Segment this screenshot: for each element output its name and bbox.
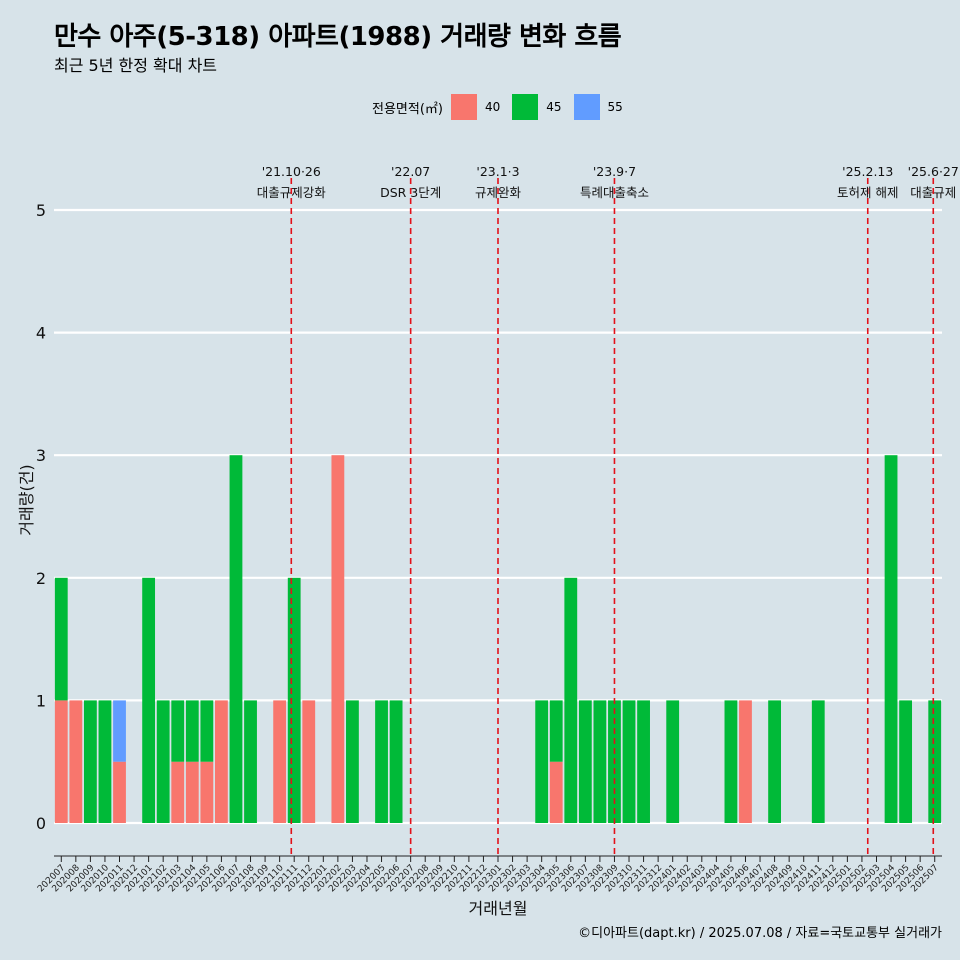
legend: 전용면적(㎡) 40 45 55 [372, 93, 635, 121]
bar-202107-45 [229, 455, 243, 823]
event-label-2: DSR 3단계 [380, 185, 441, 200]
legend-swatch-45 [512, 94, 539, 120]
y-tick-label-3: 3 [36, 446, 46, 465]
bar-202406-40 [739, 700, 752, 823]
event-label-6: 대출규제 [910, 185, 956, 200]
y-tick-label-0: 0 [36, 814, 46, 833]
bar-202203-45 [346, 700, 359, 823]
bar-202308-45 [593, 700, 607, 823]
bar-202304-45 [535, 700, 549, 823]
bar-202010-45 [98, 700, 112, 823]
legend-swatch-40 [450, 94, 477, 120]
bar-202206-45 [389, 700, 403, 823]
legend-title: 전용면적(㎡) [372, 101, 443, 117]
y-axis-title: 거래량(건) [17, 464, 36, 535]
bar-202103-40 [171, 761, 185, 823]
bar-202505-45 [899, 700, 913, 823]
bar-202307-45 [578, 700, 592, 823]
bar-202507-45 [928, 700, 942, 823]
event-date-6: '25.6·27 [908, 164, 959, 179]
bar-202101-45 [142, 577, 156, 823]
y-tick-label-2: 2 [36, 569, 46, 588]
bar-202111-45 [287, 577, 301, 823]
event-label-3: 규제완화 [475, 185, 522, 200]
event-date-5: '25.2.13 [842, 164, 893, 179]
bar-202007-40 [54, 700, 68, 823]
event-label-5: 토허제 해제 [837, 185, 898, 200]
event-date-4: '23.9·7 [593, 164, 636, 179]
bar-202103-45 [171, 700, 185, 762]
bar-202305-45 [549, 700, 563, 762]
chart-subtitle: 최근 5년 한정 확대 차트 [54, 56, 218, 75]
bar-202408-45 [768, 700, 781, 823]
legend-label-40: 40 [484, 100, 501, 114]
bar-202108-45 [244, 700, 257, 823]
event-date-3: '23.1·3 [476, 164, 519, 179]
bar-202009-45 [83, 700, 97, 823]
bar-202008-40 [69, 700, 83, 823]
bar-202202-40 [331, 455, 345, 823]
bar-202105-45 [200, 700, 214, 762]
legend-item-45: 45 [512, 94, 563, 120]
bar-202305-40 [549, 761, 563, 823]
source-caption: ©디아파트(dapt.kr) / 2025.07.08 / 자료=국토교통부 실… [578, 926, 942, 941]
event-label-1: 대출규제강화 [257, 185, 327, 200]
legend-item-40: 40 [450, 94, 502, 120]
x-axis-title: 거래년월 [469, 899, 528, 918]
bar-202011-40 [113, 761, 126, 823]
y-tick-label-4: 4 [36, 324, 46, 343]
bar-202106-40 [215, 700, 228, 823]
bar-202405-45 [724, 700, 738, 823]
bar-202504-45 [884, 455, 898, 823]
legend-item-55: 55 [573, 94, 625, 120]
y-tick-label-5: 5 [36, 201, 46, 220]
bar-202110-40 [273, 700, 287, 823]
bar-202310-45 [622, 700, 636, 823]
event-date-2: '22.07 [391, 164, 430, 179]
bar-202104-45 [185, 700, 199, 762]
bar-202011-55 [113, 700, 126, 762]
y-tick-label-1: 1 [36, 691, 46, 710]
chart-title: 만수 아주(5-318) 아파트(1988) 거래량 변화 흐름 [54, 22, 622, 52]
bar-202311-45 [637, 700, 650, 823]
legend-label-55: 55 [607, 100, 623, 114]
bar-202411-45 [811, 700, 825, 823]
bar-202007-45 [54, 577, 68, 701]
bar-202104-40 [185, 761, 199, 823]
event-label-4: 특례대출축소 [580, 185, 649, 200]
bar-202112-40 [302, 700, 316, 823]
bar-202401-45 [666, 700, 680, 823]
bar-202105-40 [200, 761, 214, 823]
bar-202205-45 [375, 700, 388, 823]
bar-202102-45 [156, 700, 170, 823]
legend-label-45: 45 [546, 100, 562, 114]
event-date-1: '21.10·26 [262, 164, 321, 179]
legend-swatch-55 [573, 94, 600, 120]
bar-202306-45 [564, 577, 578, 823]
